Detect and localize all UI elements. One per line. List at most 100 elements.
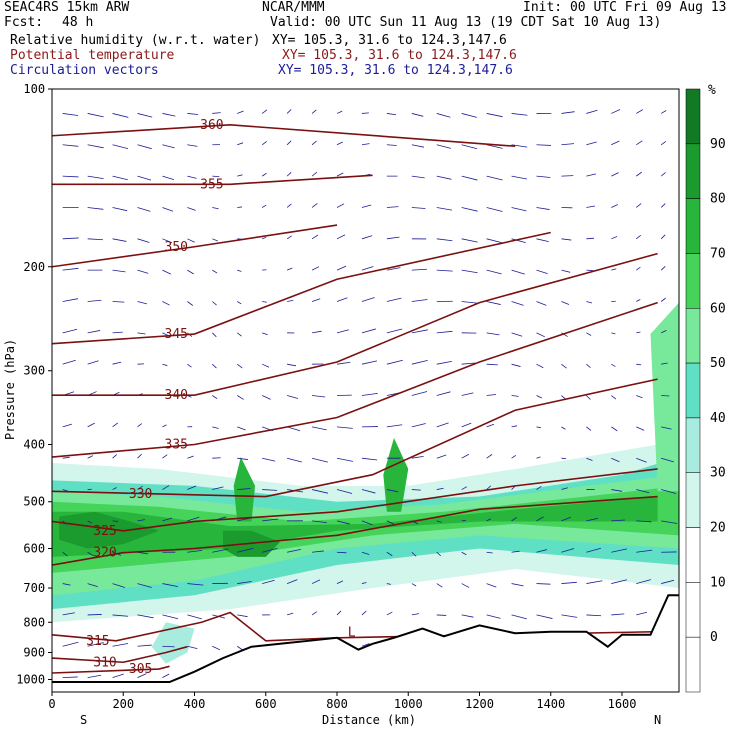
vector-arrow-266 — [411, 113, 424, 117]
vector-arrow-241 — [361, 520, 373, 526]
vector-arrow-210 — [336, 141, 343, 146]
vector-arrow-120 — [212, 301, 217, 306]
vector-arrow-316 — [461, 486, 468, 490]
colorbar-swatch-8 — [685, 527, 701, 583]
field-vector-name: Circulation vectors — [10, 63, 159, 78]
vector-arrow-22 — [87, 207, 104, 210]
vector-arrow-121 — [212, 332, 217, 338]
theta-contour-345 — [52, 231, 551, 345]
vector-arrow-345 — [511, 207, 527, 212]
vector-arrow-407 — [586, 363, 591, 369]
colorbar-label-80: 80 — [710, 192, 726, 207]
vector-arrow-287 — [436, 175, 452, 180]
field-theta-xy: XY= 105.3, 31.6 to 124.3,147.6 — [282, 48, 517, 63]
vector-arrow-186 — [286, 579, 298, 584]
vector-arrow-191 — [311, 140, 317, 146]
vector-arrow-217 — [336, 361, 351, 365]
vector-arrow-263 — [386, 611, 393, 616]
vector-arrow-202 — [311, 489, 329, 494]
vector-arrow-75 — [137, 673, 147, 678]
vector-arrow-98 — [187, 207, 196, 211]
vector-arrow-318 — [461, 551, 467, 556]
vector-arrow-195 — [311, 266, 320, 271]
vector-arrow-449 — [636, 489, 650, 494]
low-marker: L — [348, 625, 356, 640]
vector-arrow-108 — [187, 516, 200, 522]
vector-arrow-306 — [461, 175, 478, 181]
vector-arrow-348 — [511, 301, 524, 306]
vector-arrow-293 — [436, 361, 452, 365]
vector-arrow-237 — [361, 393, 378, 396]
vector-arrow-326 — [486, 207, 503, 212]
vector-arrow-36 — [87, 642, 104, 647]
vector-arrow-122 — [212, 363, 217, 369]
vector-arrow-285 — [436, 113, 451, 118]
vector-arrow-136 — [237, 206, 243, 208]
vector-arrow-126 — [212, 486, 224, 490]
vector-arrow-55 — [112, 643, 129, 647]
vector-arrow-315 — [461, 453, 470, 459]
vector-arrow-353 — [511, 455, 517, 459]
vector-arrow-342 — [511, 113, 528, 116]
vector-arrow-159 — [262, 332, 268, 336]
vector-arrow-185 — [287, 548, 302, 553]
theta-contour-350 — [52, 224, 338, 268]
init-time: Init: 00 UTC Fri 09 Aug 13 — [523, 0, 727, 15]
vector-arrow-214 — [336, 265, 347, 271]
vector-arrow-232 — [361, 235, 373, 240]
vector-arrow-97 — [187, 175, 197, 179]
vector-arrow-471 — [661, 579, 675, 584]
vector-arrow-329 — [486, 301, 501, 305]
vector-arrow-381 — [561, 143, 575, 146]
vector-arrow-319 — [461, 583, 470, 588]
vector-arrow-1 — [62, 144, 79, 147]
colorbar-label-0: 0 — [710, 630, 718, 645]
vector-arrow-286 — [436, 144, 451, 149]
vector-arrow-140 — [237, 332, 242, 337]
vector-arrow-367 — [536, 301, 547, 306]
colorbar-label-10: 10 — [710, 575, 726, 590]
vector-arrow-143 — [237, 426, 246, 431]
vector-arrow-276 — [411, 423, 426, 428]
theta-contour-330 — [52, 378, 658, 498]
vector-arrow-324 — [486, 144, 503, 149]
y-tick-label-700: 700 — [23, 581, 45, 595]
vector-arrow-234 — [361, 297, 375, 302]
vector-arrow-242 — [361, 551, 370, 555]
vector-arrow-91 — [162, 583, 179, 588]
theta-label-315: 315 — [86, 634, 109, 649]
vector-arrow-296 — [436, 454, 447, 459]
vector-arrow-223 — [336, 551, 347, 554]
theta-contour-325 — [52, 468, 658, 532]
vector-arrow-30 — [87, 455, 93, 459]
vector-arrow-4 — [62, 237, 79, 240]
vector-arrow-70 — [137, 519, 145, 522]
vector-arrow-464 — [661, 362, 668, 365]
vector-arrow-56 — [112, 673, 124, 678]
x-tick-label-1000: 1000 — [394, 697, 423, 711]
vector-arrow-395 — [561, 581, 577, 584]
vector-arrow-215 — [336, 297, 348, 302]
vector-arrow-307 — [461, 207, 478, 212]
vector-arrow-295 — [436, 422, 449, 428]
vector-arrow-119 — [212, 269, 218, 274]
vector-arrow-154 — [261, 172, 267, 177]
vector-arrow-248 — [386, 144, 397, 146]
vector-arrow-29 — [87, 422, 95, 428]
vector-arrow-410 — [586, 457, 593, 461]
vector-arrow-281 — [411, 583, 417, 587]
vector-arrow-142 — [237, 395, 244, 400]
vector-arrow-235 — [361, 328, 376, 334]
vector-arrow-459 — [660, 203, 666, 208]
vector-arrow-467 — [661, 457, 674, 463]
vector-arrow-0 — [62, 113, 79, 116]
vector-arrow-373 — [536, 485, 542, 490]
vector-arrow-116 — [212, 175, 220, 178]
vector-arrow-347 — [511, 269, 525, 275]
north-label: N — [654, 713, 661, 727]
vector-arrow-438 — [636, 140, 643, 146]
vector-arrow-430 — [611, 489, 623, 492]
vector-arrow-229 — [361, 143, 370, 146]
vector-arrow-161 — [262, 395, 271, 400]
vector-arrow-406 — [586, 332, 592, 336]
